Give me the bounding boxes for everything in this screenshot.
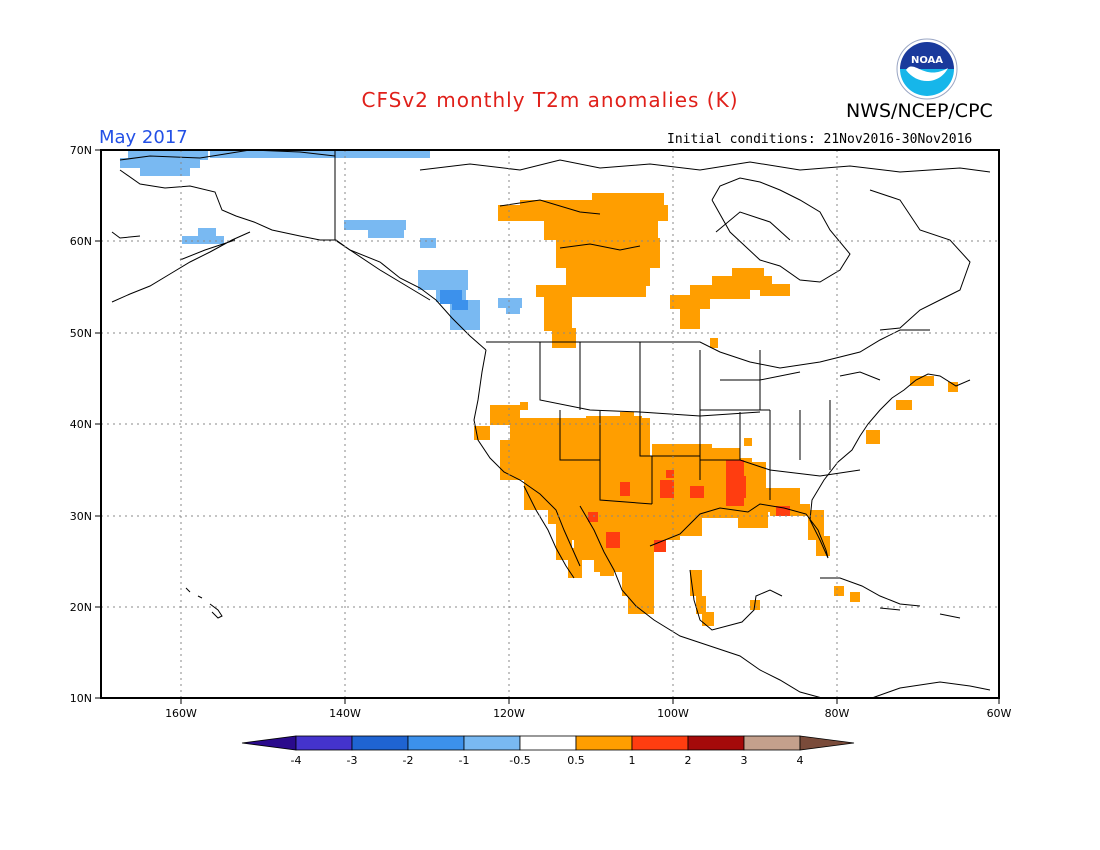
colorbar-tick-label: 0.5 bbox=[567, 754, 585, 767]
colorbar-tick-label: -0.5 bbox=[509, 754, 530, 767]
colorbar-box bbox=[687, 735, 745, 751]
colorbar-tick-label: -2 bbox=[403, 754, 414, 767]
colorbar-end-low bbox=[241, 735, 297, 751]
lon-label: 160W bbox=[165, 707, 197, 720]
colorbar-box bbox=[463, 735, 521, 751]
colorbar-tick-label: -3 bbox=[347, 754, 358, 767]
anomaly-shading bbox=[120, 150, 958, 626]
lon-label: 120W bbox=[493, 707, 525, 720]
initial-conditions-label: Initial conditions: 21Nov2016-30Nov2016 bbox=[667, 132, 973, 147]
colorbar-box bbox=[519, 735, 577, 751]
gridlines bbox=[101, 150, 999, 698]
valid-month-label: May 2017 bbox=[99, 127, 188, 148]
noaa-logo-icon: NOAA bbox=[896, 38, 958, 100]
lon-label: 80W bbox=[825, 707, 850, 720]
colorbar-end-high bbox=[799, 735, 855, 751]
svg-text:NOAA: NOAA bbox=[911, 55, 943, 66]
colorbar-tick-label: 3 bbox=[741, 754, 748, 767]
lat-label: 30N bbox=[70, 510, 92, 523]
colorbar-tick-label: 4 bbox=[797, 754, 804, 767]
lon-label: 100W bbox=[657, 707, 689, 720]
lat-label: 70N bbox=[70, 144, 92, 157]
lat-label: 20N bbox=[70, 601, 92, 614]
moderate-cool-regions bbox=[440, 290, 468, 310]
warm-anomaly-regions bbox=[474, 193, 958, 626]
colorbar-tick-label: -4 bbox=[291, 754, 302, 767]
strong-warm-regions bbox=[588, 460, 790, 552]
colorbar-tick-label: 1 bbox=[629, 754, 636, 767]
lat-label: 50N bbox=[70, 327, 92, 340]
colorbar-box bbox=[295, 735, 353, 751]
lon-label: 60W bbox=[987, 707, 1012, 720]
colorbar-tick-label: 2 bbox=[685, 754, 692, 767]
lat-label: 40N bbox=[70, 418, 92, 431]
longitude-labels: 160W 140W 120W 100W 80W 60W bbox=[165, 707, 1011, 720]
axis-ticks bbox=[95, 149, 1000, 704]
map-title: CFSv2 monthly T2m anomalies (K) bbox=[361, 88, 739, 112]
latitude-labels: 70N 60N 50N 40N 30N 20N 10N bbox=[70, 144, 92, 705]
agency-label: NWS/NCEP/CPC bbox=[846, 100, 993, 122]
lat-label: 10N bbox=[70, 692, 92, 705]
lon-label: 140W bbox=[329, 707, 361, 720]
colorbar-box bbox=[575, 735, 633, 751]
colorbar-box bbox=[743, 735, 801, 751]
colorbar-box bbox=[631, 735, 689, 751]
colorbar-box bbox=[351, 735, 409, 751]
colorbar-box bbox=[407, 735, 465, 751]
colorbar: -4 -3 -2 -1 -0.5 0.5 1 2 3 4 bbox=[241, 735, 855, 767]
lat-label: 60N bbox=[70, 235, 92, 248]
colorbar-tick-label: -1 bbox=[459, 754, 470, 767]
